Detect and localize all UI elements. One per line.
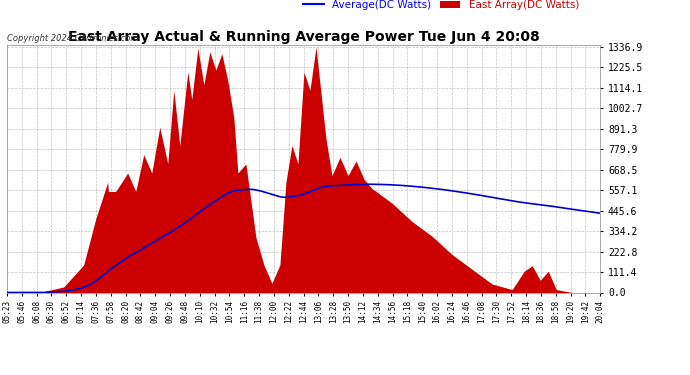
- Legend: Average(DC Watts), East Array(DC Watts): Average(DC Watts), East Array(DC Watts): [299, 0, 583, 14]
- Title: East Array Actual & Running Average Power Tue Jun 4 20:08: East Array Actual & Running Average Powe…: [68, 30, 540, 44]
- Text: Copyright 2024 Cartronics.com: Copyright 2024 Cartronics.com: [7, 34, 138, 43]
